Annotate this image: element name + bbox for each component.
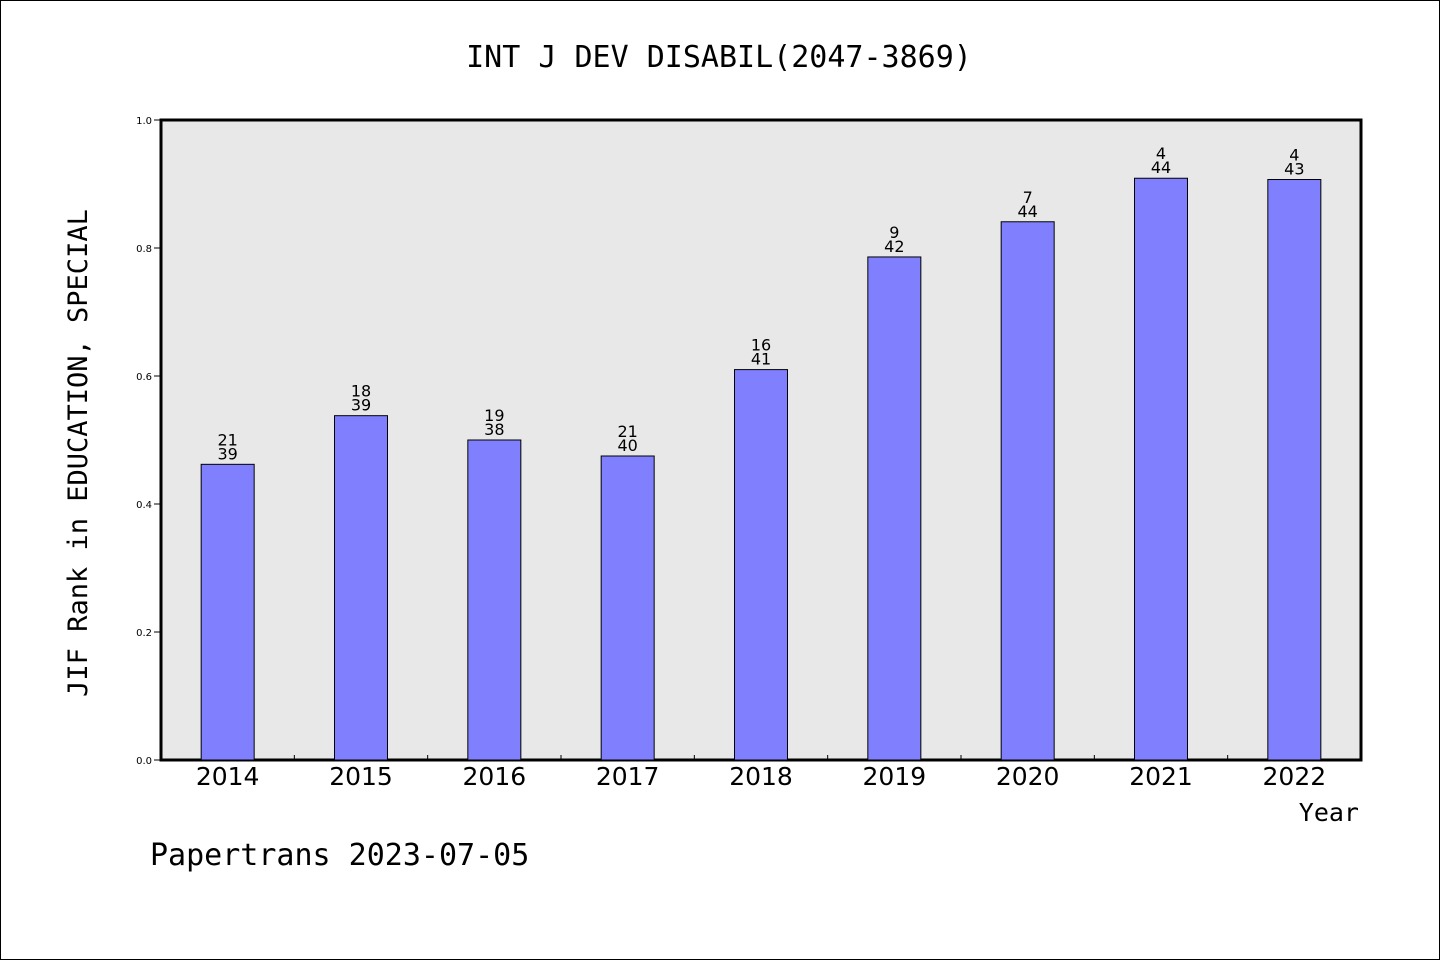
bar-2018 [734,369,788,761]
y-axis-label: JIF Rank in EDUCATION, SPECIAL [63,209,94,697]
bar-label-total: 43 [1284,160,1304,179]
bar-label-total: 39 [217,444,237,463]
y-tick-label: 0.2 [136,628,152,639]
x-tick-label: 2022 [1263,762,1327,791]
bar-label-rank: 16 [751,336,771,355]
x-tick-label: 2019 [863,762,927,791]
bar-label-total: 41 [751,350,771,369]
x-tick-label: 2021 [1129,762,1193,791]
y-tick-label: 0.8 [136,244,152,255]
x-tick-label: 2016 [463,762,527,791]
bar-label-total: 44 [1151,158,1171,177]
x-tick-label: 2018 [729,762,793,791]
bar-2014 [200,463,255,761]
bar-2017 [600,455,655,761]
bar-label-rank: 4 [1156,144,1166,163]
y-tick-label: 0.4 [136,500,152,511]
bar-label-rank: 19 [484,406,504,425]
bar-label-rank: 21 [617,422,637,441]
footer-credit: Papertrans 2023-07-05 [150,838,529,873]
ticks-group: 0.0 0.2 0.4 0.6 0.8 1.0 2014 2015 2016 2017 2018 20… [136,116,1326,791]
y-tick-label: 0.0 [136,756,152,767]
bar-label-rank: 9 [889,223,899,242]
chart-title: INT J DEV DISABIL(2047-3869) [466,40,972,75]
bar-2019 [867,256,922,761]
bar-label-rank: 18 [351,382,371,401]
bar-label-rank: 21 [217,430,237,449]
y-tick-label: 0.6 [136,372,152,383]
bar-label-total: 44 [1017,202,1037,221]
bar-label-rank: 4 [1289,146,1299,165]
x-axis-label: Year [1299,798,1359,827]
bar-label-total: 40 [617,436,637,455]
bar-2015 [334,415,388,761]
bar-2020 [1000,221,1055,761]
y-tick-label: 1.0 [136,116,152,127]
bar-2021 [1134,177,1188,761]
x-tick-label: 2015 [329,762,393,791]
x-tick-label: 2017 [596,762,660,791]
bar-2022 [1267,179,1322,761]
x-tick-label: 2020 [996,762,1060,791]
bar-label-rank: 7 [1023,188,1033,207]
x-tick-label: 2014 [196,762,260,791]
bar-label-total: 42 [884,237,904,256]
bar-label-total: 39 [351,396,371,415]
bar-label-total: 38 [484,420,504,439]
bar-2016 [467,439,522,761]
